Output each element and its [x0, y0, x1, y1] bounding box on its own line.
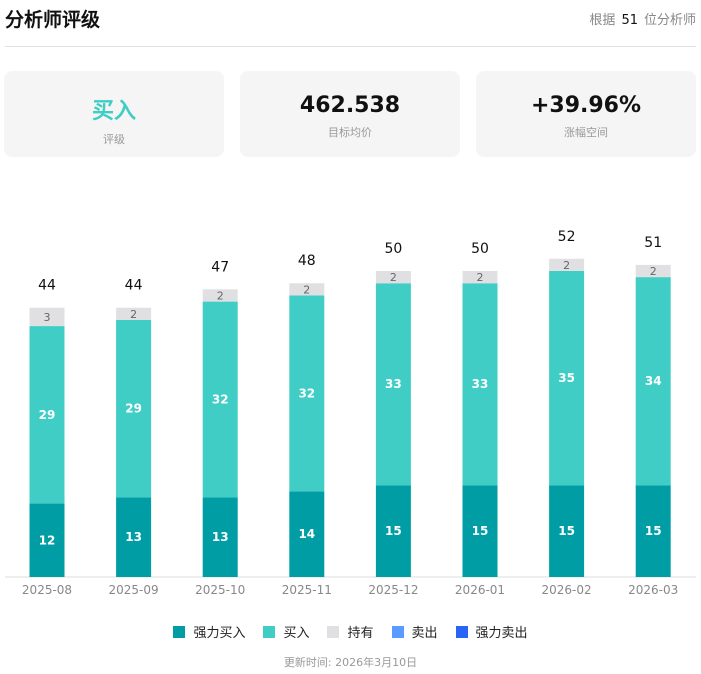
- segment-label: 2: [303, 283, 310, 296]
- x-tick-label: 2026-03: [628, 583, 678, 597]
- count-prefix: 根据: [589, 13, 616, 28]
- bar-segment: [635, 264, 671, 278]
- bar-segment: [549, 485, 585, 577]
- bar-segment: [202, 497, 238, 577]
- total-label: 47: [211, 259, 229, 275]
- total-label: 44: [38, 278, 56, 294]
- rating-value: 买入: [91, 99, 136, 124]
- x-tick-label: 2026-02: [542, 583, 592, 597]
- segment-label: 32: [298, 386, 315, 400]
- total-label: 52: [558, 229, 576, 245]
- bar-segment: [549, 271, 585, 486]
- segment-label: 2: [217, 289, 224, 302]
- bar-segment: [462, 283, 498, 486]
- rating-card: 买入 评级: [4, 71, 224, 157]
- legend-label: 持有: [347, 626, 374, 641]
- legend-item[interactable]: 买入: [263, 622, 309, 641]
- x-tick-label: 2025-10: [195, 583, 245, 597]
- bar-segment: [635, 485, 671, 577]
- page-title: 分析师评级: [5, 9, 101, 31]
- total-label: 50: [471, 241, 489, 257]
- bar-segment: [202, 301, 238, 498]
- upside-value: +39.96%: [530, 93, 642, 118]
- legend-item[interactable]: 卖出: [391, 622, 438, 641]
- segment-label: 2: [477, 271, 484, 284]
- segment-label: 29: [39, 408, 56, 422]
- divider: [5, 46, 696, 47]
- bar-segment: [375, 271, 411, 284]
- legend-label: 买入: [283, 626, 310, 641]
- legend-swatch: [327, 626, 340, 638]
- segment-label: 2: [650, 265, 657, 278]
- total-label: 48: [298, 253, 316, 269]
- target-price-label: 目标均价: [328, 126, 372, 139]
- bar-segment: [116, 307, 152, 320]
- segment-label: 15: [558, 524, 575, 538]
- segment-label: 35: [558, 371, 575, 385]
- legend-item[interactable]: 强力买入: [173, 622, 245, 641]
- legend-label: 强力卖出: [475, 626, 528, 641]
- upside-card: +39.96% 涨幅空间: [476, 71, 696, 157]
- bar-segment: [549, 258, 585, 271]
- segment-label: 15: [385, 524, 402, 538]
- x-tick-label: 2025-09: [109, 583, 159, 597]
- legend-swatch: [455, 626, 468, 638]
- segment-label: 2: [390, 271, 397, 284]
- segment-label: 2: [130, 308, 137, 321]
- bar-segment: [289, 491, 325, 577]
- legend-label: 强力买入: [193, 626, 246, 641]
- bar-segment: [29, 307, 65, 327]
- x-tick-label: 2025-08: [22, 583, 72, 597]
- count-suffix: 位分析师: [643, 13, 696, 28]
- total-label: 51: [644, 235, 662, 251]
- updated-time: 更新时间: 2026年3月10日: [283, 656, 418, 669]
- upside-label: 涨幅空间: [564, 126, 608, 139]
- bar-segment: [289, 295, 325, 492]
- rating-chart: 12 29 3 44 2025-08 13 29 2 44 2025-09 13 32 2 47 2025-…: [5, 229, 696, 597]
- segment-label: 15: [472, 524, 489, 538]
- bar-segment: [289, 283, 325, 296]
- bar-segment: [462, 485, 498, 577]
- legend-swatch: [263, 626, 276, 638]
- segment-label: 34: [645, 374, 662, 388]
- bar-segment: [116, 319, 152, 498]
- x-tick-label: 2025-11: [282, 583, 332, 597]
- segment-label: 33: [385, 377, 402, 391]
- segment-label: 14: [298, 527, 315, 541]
- x-tick-label: 2025-12: [368, 583, 418, 597]
- target-price-value: 462.538: [299, 93, 401, 118]
- segment-label: 12: [39, 533, 56, 547]
- bar-segment: [375, 283, 411, 486]
- legend-item[interactable]: 持有: [327, 622, 374, 641]
- legend-label: 卖出: [411, 626, 438, 641]
- bar-segment: [29, 326, 65, 504]
- segment-label: 3: [44, 311, 51, 324]
- segment-label: 13: [212, 530, 229, 544]
- bar-segment: [202, 289, 238, 302]
- segment-label: 13: [125, 530, 142, 544]
- bar-segment: [375, 485, 411, 577]
- x-tick-label: 2026-01: [455, 583, 505, 597]
- bar-segment: [635, 277, 671, 486]
- segment-label: 33: [472, 377, 489, 391]
- rating-label: 评级: [103, 133, 125, 146]
- legend-item[interactable]: 强力卖出: [455, 622, 528, 641]
- bar-segment: [116, 497, 152, 577]
- analyst-count: 根据 51 位分析师: [589, 9, 696, 28]
- segment-label: 15: [645, 524, 662, 538]
- segment-label: 2: [563, 259, 570, 272]
- legend-swatch: [173, 626, 186, 638]
- legend: 强力买入 买入 持有 卖出 强力卖出: [0, 622, 701, 641]
- bar-segment: [29, 503, 65, 577]
- count-value: 51: [621, 13, 638, 28]
- legend-swatch: [391, 626, 404, 638]
- segment-label: 32: [212, 393, 229, 407]
- total-label: 50: [384, 241, 402, 257]
- total-label: 44: [125, 278, 143, 294]
- bar-segment: [462, 271, 498, 284]
- segment-label: 29: [125, 402, 142, 416]
- target-price-card: 462.538 目标均价: [240, 71, 460, 157]
